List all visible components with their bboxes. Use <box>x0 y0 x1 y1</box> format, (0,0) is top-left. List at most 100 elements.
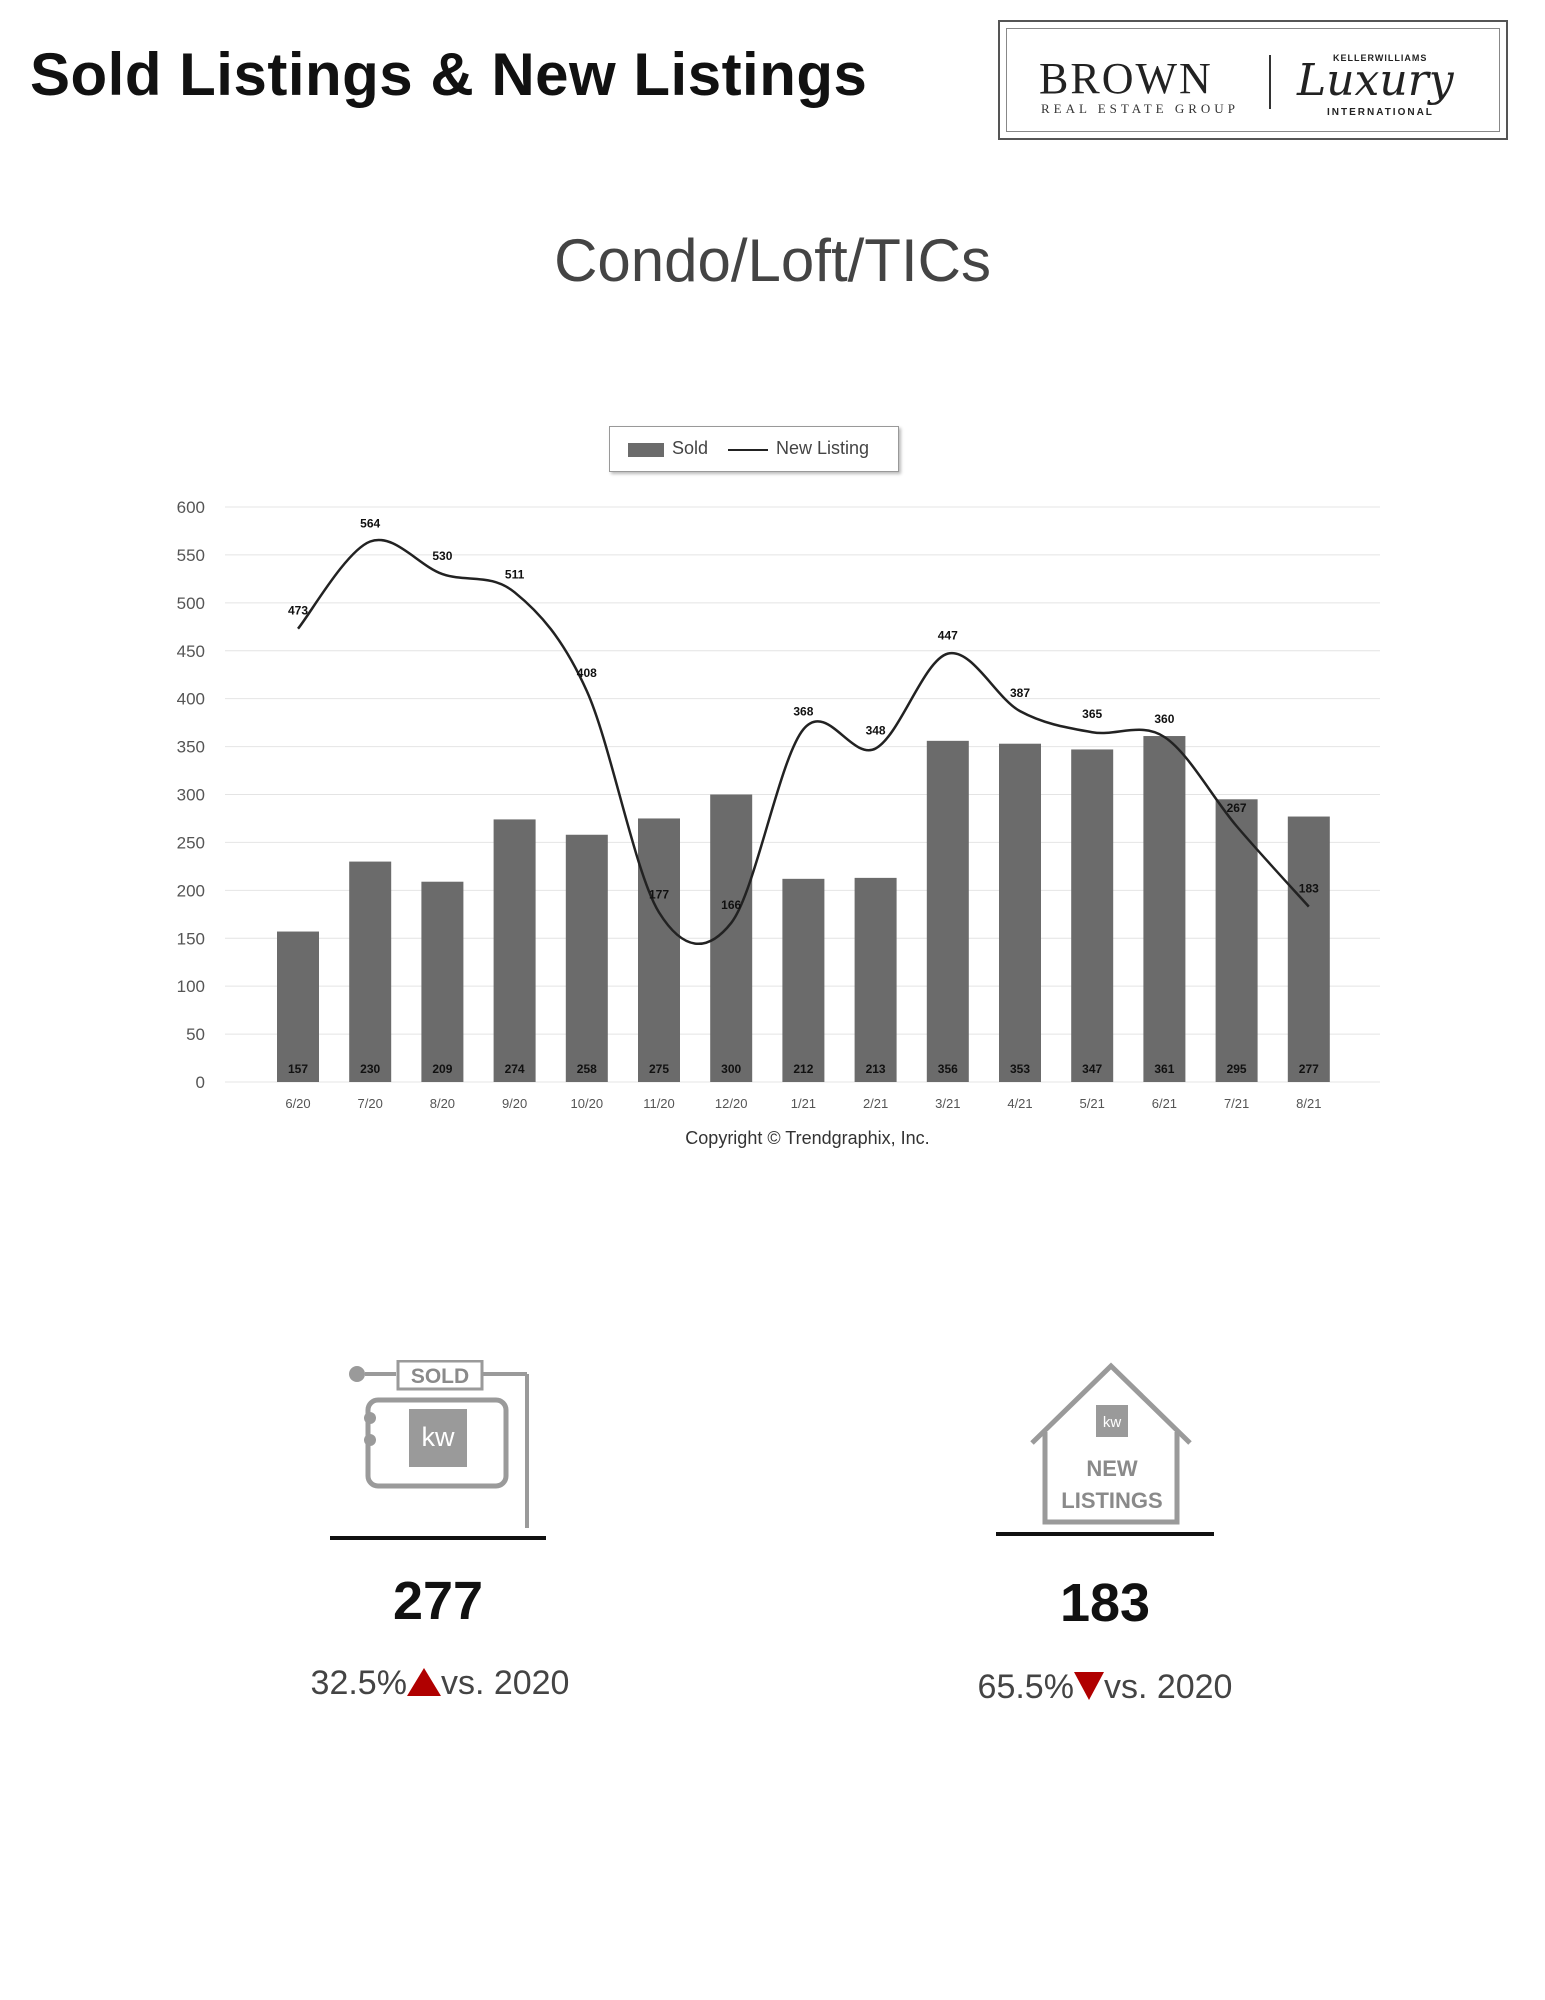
new-value: 183 <box>1059 1573 1151 1633</box>
y-tick-label: 350 <box>177 738 205 757</box>
y-tick-label: 0 <box>196 1073 205 1092</box>
sold-bar <box>277 931 319 1082</box>
logo-kw-text: KELLERWILLIAMS <box>1333 53 1428 63</box>
sold-change-percent: 32.5% <box>310 1664 407 1702</box>
y-tick-label: 550 <box>177 546 205 565</box>
x-tick-label: 10/20 <box>571 1096 604 1111</box>
new-listing-data-label: 511 <box>505 567 525 581</box>
legend-sold-swatch <box>628 443 664 457</box>
x-tick-label: 4/21 <box>1007 1096 1032 1111</box>
new-listing-data-label: 183 <box>1299 882 1319 896</box>
sold-bar <box>1071 749 1114 1082</box>
x-tick-label: 12/20 <box>715 1096 748 1111</box>
new-listing-data-label: 267 <box>1227 801 1247 815</box>
x-tick-label: 11/20 <box>643 1096 675 1111</box>
new-listing-data-label: 166 <box>721 898 741 912</box>
sold-data-label: 157 <box>288 1062 308 1076</box>
new-listing-line <box>297 538 1310 946</box>
sold-bar <box>565 834 608 1082</box>
sold-data-label: 258 <box>577 1062 597 1076</box>
sold-bar <box>926 740 969 1082</box>
chart-title: Condo/Loft/TICs <box>554 227 991 294</box>
new-change-row: 65.5% vs. 2020 <box>920 1668 1290 1707</box>
x-tick-label: 9/20 <box>502 1096 527 1111</box>
y-tick-label: 200 <box>177 881 205 900</box>
chart-copyright: Copyright © Trendgraphix, Inc. <box>685 1128 930 1148</box>
new-change-percent: 65.5% <box>977 1668 1074 1706</box>
sold-data-label: 275 <box>649 1062 669 1076</box>
logo-luxury-subtitle: INTERNATIONAL <box>1327 107 1434 118</box>
x-tick-label: 8/21 <box>1296 1096 1321 1111</box>
brokerage-logo: BROWN REAL ESTATE GROUP KELLERWILLIAMS L… <box>998 20 1508 140</box>
sold-bar <box>782 878 825 1082</box>
sold-change-row: 32.5% vs. 2020 <box>255 1664 625 1703</box>
y-tick-label: 300 <box>177 786 205 805</box>
x-tick-label: 7/20 <box>358 1096 383 1111</box>
logo-brown-text: BROWN <box>1039 54 1213 103</box>
logo-brown-subtitle: REAL ESTATE GROUP <box>1041 101 1239 116</box>
sold-data-label: 300 <box>721 1062 741 1076</box>
new-listing-data-label: 348 <box>866 724 886 738</box>
sold-bar <box>1287 816 1330 1082</box>
logo-inner-frame: BROWN REAL ESTATE GROUP KELLERWILLIAMS L… <box>1006 28 1500 132</box>
new-kw-badge: kw <box>1103 1414 1122 1431</box>
sold-data-label: 277 <box>1299 1062 1319 1076</box>
new-listing-data-label: 564 <box>360 517 380 531</box>
sold-data-label: 230 <box>360 1062 380 1076</box>
new-divider <box>996 1532 1214 1536</box>
x-tick-label: 8/20 <box>430 1096 455 1111</box>
sold-data-label: 212 <box>793 1062 813 1076</box>
new-listing-data-label: 387 <box>1010 686 1030 700</box>
arrow-up-icon <box>406 1668 441 1696</box>
sold-value: 277 <box>392 1571 484 1631</box>
sold-bar <box>493 819 536 1082</box>
x-tick-label: 3/21 <box>935 1096 960 1111</box>
y-tick-label: 150 <box>177 929 205 948</box>
sold-bar <box>421 881 464 1082</box>
sold-kw-badge: kw <box>422 1422 456 1452</box>
sold-data-label: 356 <box>938 1062 958 1076</box>
logo-divider <box>1269 55 1271 109</box>
legend-new-label: New Listing <box>776 438 870 458</box>
sold-bar <box>638 818 680 1082</box>
legend-new-line <box>728 449 768 451</box>
x-tick-label: 6/20 <box>285 1096 310 1111</box>
sold-data-label: 353 <box>1010 1062 1030 1076</box>
new-listing-data-label: 368 <box>793 704 813 718</box>
legend-sold-label: Sold <box>672 438 709 458</box>
x-tick-label: 2/21 <box>863 1096 888 1111</box>
sold-sign-icon: SOLD kw <box>349 1360 529 1528</box>
sold-data-label: 347 <box>1082 1062 1102 1076</box>
house-icon: kw NEW LISTINGS <box>1030 1362 1192 1525</box>
y-tick-label: 250 <box>177 833 205 852</box>
chart-plot: 0 50 100 150 200 250 300 350 400 450 500 550 600 157 2… <box>177 498 1380 1111</box>
new-listing-data-label: 473 <box>288 604 308 618</box>
x-tick-label: 1/21 <box>791 1096 816 1111</box>
y-tick-label: 500 <box>177 594 205 613</box>
new-listing-data-label: 408 <box>577 666 597 680</box>
sold-divider <box>330 1536 546 1540</box>
sold-bar <box>854 877 897 1082</box>
sold-sign-text: SOLD <box>411 1365 469 1388</box>
sold-data-label: 274 <box>505 1062 525 1076</box>
sold-data-label: 361 <box>1154 1062 1174 1076</box>
house-label-line2: LISTINGS <box>1061 1488 1162 1513</box>
y-tick-label: 400 <box>177 690 205 709</box>
logo-luxury-text: Luxury <box>1297 55 1454 106</box>
new-change-suffix: vs. 2020 <box>1103 1668 1233 1706</box>
new-listing-data-label: 447 <box>938 629 958 643</box>
y-tick-label: 50 <box>186 1025 205 1044</box>
sold-bar <box>999 743 1041 1082</box>
sold-change-suffix: vs. 2020 <box>440 1664 570 1702</box>
sold-data-label: 295 <box>1227 1062 1247 1076</box>
house-label-line1: NEW <box>1086 1456 1138 1481</box>
new-listing-data-label: 177 <box>649 887 669 901</box>
sold-bar <box>349 861 392 1082</box>
page-title: Sold Listings & New Listings <box>30 41 868 108</box>
sold-bar <box>1215 799 1258 1082</box>
y-tick-label: 600 <box>177 498 205 517</box>
new-listing-data-label: 530 <box>432 549 452 563</box>
x-tick-label: 6/21 <box>1152 1096 1177 1111</box>
y-tick-label: 450 <box>177 642 205 661</box>
sold-data-label: 213 <box>866 1062 886 1076</box>
